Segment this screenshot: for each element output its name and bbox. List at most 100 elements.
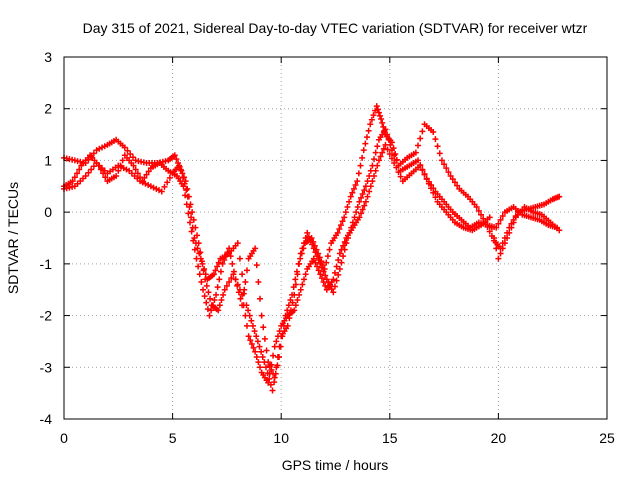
data-point bbox=[333, 277, 340, 284]
data-point bbox=[397, 173, 404, 180]
y-tick-label: 3 bbox=[44, 49, 52, 65]
data-point bbox=[430, 185, 437, 192]
data-point bbox=[445, 169, 452, 176]
data-point bbox=[335, 256, 342, 263]
data-point bbox=[206, 312, 213, 319]
chart-title: Day 315 of 2021, Sidereal Day-to-day VTE… bbox=[83, 20, 588, 36]
data-point bbox=[430, 128, 437, 135]
data-point bbox=[556, 193, 563, 200]
data-point bbox=[166, 174, 173, 181]
data-point bbox=[419, 128, 426, 135]
data-point bbox=[364, 193, 371, 200]
data-point bbox=[310, 245, 317, 252]
data-point bbox=[273, 364, 280, 371]
plot-area-frame bbox=[63, 56, 608, 420]
data-point bbox=[213, 291, 220, 298]
data-point bbox=[234, 282, 241, 289]
data-point bbox=[365, 127, 372, 134]
data-point bbox=[434, 143, 441, 150]
data-point bbox=[262, 364, 269, 371]
data-point bbox=[196, 250, 203, 257]
data-point bbox=[226, 278, 233, 285]
data-point bbox=[497, 250, 504, 257]
data-point bbox=[119, 157, 126, 164]
data-point bbox=[415, 157, 422, 164]
data-point bbox=[307, 237, 314, 244]
data-point bbox=[202, 276, 209, 283]
data-point bbox=[362, 183, 369, 190]
data-point bbox=[342, 209, 349, 216]
data-point bbox=[236, 255, 243, 262]
data-point bbox=[379, 149, 386, 156]
data-point bbox=[215, 259, 222, 266]
data-point bbox=[297, 250, 304, 257]
data-point bbox=[388, 147, 395, 154]
data-point bbox=[71, 174, 78, 181]
data-point bbox=[314, 253, 321, 260]
data-point bbox=[255, 278, 262, 285]
data-point bbox=[260, 324, 267, 331]
tick-labels: 0 5 10 15 20 25 -4 -3 -2 -1 0 1 2 3 bbox=[40, 49, 615, 446]
data-point bbox=[352, 181, 359, 188]
data-point bbox=[373, 103, 380, 110]
data-point bbox=[441, 161, 448, 168]
data-point bbox=[230, 268, 237, 275]
data-point bbox=[253, 333, 260, 340]
data-point bbox=[382, 126, 389, 133]
data-point bbox=[182, 192, 189, 199]
data-point bbox=[351, 214, 358, 221]
data-point bbox=[336, 266, 343, 273]
data-point bbox=[242, 278, 249, 285]
data-point bbox=[349, 219, 356, 226]
data-point bbox=[421, 171, 428, 178]
data-point bbox=[310, 255, 317, 262]
data-point bbox=[182, 178, 189, 185]
data-point bbox=[341, 214, 348, 221]
x-tick-label: 5 bbox=[169, 430, 177, 446]
x-tick-label: 20 bbox=[491, 430, 507, 446]
y-tick-label: 0 bbox=[44, 204, 52, 220]
data-point bbox=[370, 112, 377, 119]
data-point bbox=[97, 166, 104, 173]
data-point bbox=[331, 283, 338, 290]
data-point bbox=[361, 187, 368, 194]
data-point bbox=[217, 268, 224, 275]
data-point bbox=[423, 175, 430, 182]
data-point bbox=[216, 302, 223, 309]
data-point bbox=[232, 276, 239, 283]
data-point bbox=[204, 306, 211, 313]
data-point bbox=[184, 185, 191, 192]
data-point bbox=[417, 161, 424, 168]
data-point bbox=[372, 149, 379, 156]
data-point bbox=[76, 166, 83, 173]
data-point bbox=[333, 263, 340, 270]
data-point bbox=[183, 201, 190, 208]
data-point bbox=[379, 119, 386, 126]
data-point bbox=[384, 131, 391, 138]
data-point bbox=[129, 154, 136, 161]
data-point bbox=[454, 182, 461, 189]
data-point bbox=[124, 147, 131, 154]
data-point bbox=[323, 276, 330, 283]
data-point bbox=[378, 116, 385, 123]
data-point bbox=[235, 289, 242, 296]
data-point bbox=[346, 198, 353, 205]
data-point bbox=[415, 142, 422, 149]
data-point bbox=[377, 112, 384, 119]
data-point bbox=[374, 106, 381, 113]
data-point bbox=[473, 203, 480, 210]
data-point bbox=[200, 286, 207, 293]
data-point bbox=[273, 338, 280, 345]
data-point bbox=[451, 179, 458, 186]
data-point bbox=[266, 362, 273, 369]
data-point bbox=[499, 213, 506, 220]
data-point bbox=[330, 289, 337, 296]
data-point bbox=[355, 170, 362, 177]
data-point bbox=[248, 317, 255, 324]
data-point bbox=[202, 271, 209, 278]
data-point bbox=[554, 224, 561, 231]
data-point bbox=[369, 162, 376, 169]
data-point bbox=[265, 359, 272, 366]
data-point bbox=[323, 259, 330, 266]
data-point bbox=[364, 178, 371, 185]
